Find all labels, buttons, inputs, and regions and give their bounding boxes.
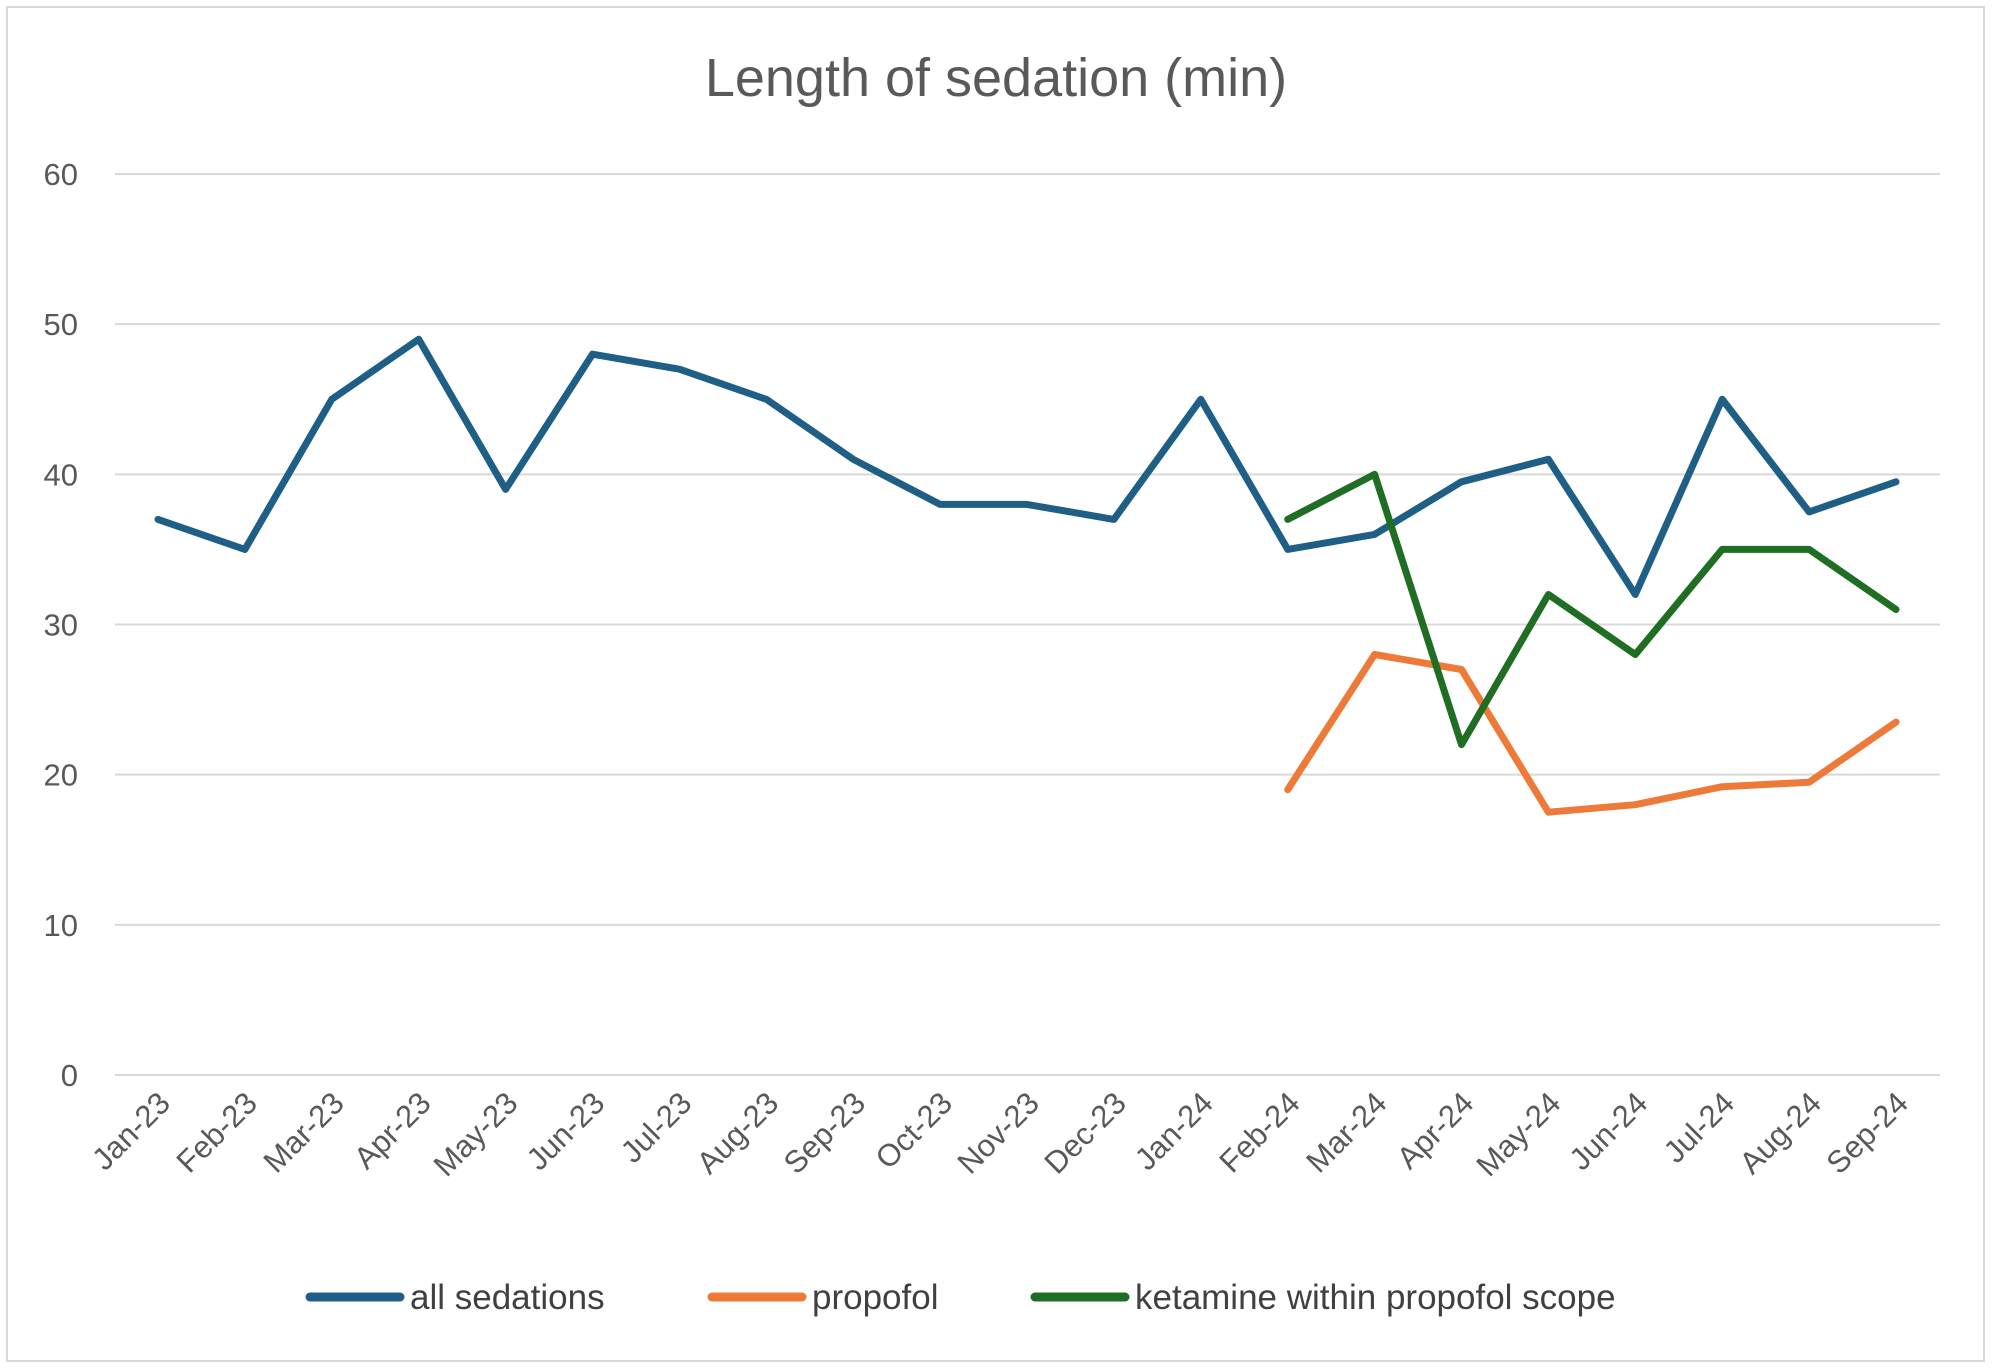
x-tick-label: Jul-24: [1657, 1085, 1741, 1169]
x-tick-label: Sep-23: [777, 1085, 872, 1180]
y-tick-label: 10: [44, 908, 78, 943]
x-tick-label: May-24: [1470, 1085, 1568, 1183]
x-tick-label: Oct-23: [869, 1085, 960, 1176]
x-tick-label: Apr-24: [1390, 1085, 1481, 1176]
x-tick-label: Jun-24: [1562, 1085, 1654, 1177]
x-tick-label: Apr-23: [347, 1085, 438, 1176]
legend-label-1: propofol: [812, 1278, 938, 1317]
y-tick-label: 50: [44, 307, 78, 342]
gridlines: [115, 173, 1940, 1076]
series-line-1: [1284, 651, 1900, 816]
legend-label-2: ketamine within propofol scope: [1135, 1278, 1616, 1317]
chart-frame: [6, 6, 1985, 1362]
x-tick-label: Jan-24: [1128, 1085, 1220, 1177]
y-tick-label: 60: [44, 157, 78, 192]
x-tick-label: Aug-23: [690, 1085, 785, 1180]
x-tick-label: Feb-23: [170, 1085, 264, 1179]
x-tick-label: Jul-23: [614, 1085, 698, 1169]
x-tick-label: May-23: [427, 1085, 525, 1183]
y-tick-label: 30: [44, 608, 78, 643]
y-tick-label: 40: [44, 457, 78, 492]
y-tick-label: 0: [61, 1058, 78, 1093]
series-line-2: [1284, 470, 1900, 749]
y-axis-tick-labels: 0 10 20 30 40 50 60: [44, 157, 78, 1093]
y-tick-label: 20: [44, 758, 78, 793]
x-tick-label: Nov-23: [951, 1085, 1046, 1180]
legend: all sedations propofol ketamine within pro…: [305, 1278, 1616, 1317]
series-lines: [154, 335, 1900, 816]
x-tick-label: Dec-23: [1037, 1085, 1132, 1180]
x-tick-label: Jan-23: [85, 1085, 177, 1177]
x-tick-label: Mar-24: [1299, 1085, 1393, 1179]
x-tick-label: Mar-23: [257, 1085, 351, 1179]
x-tick-label: Jun-23: [520, 1085, 612, 1177]
x-tick-label: Aug-24: [1733, 1085, 1828, 1180]
series-line-0: [154, 335, 1900, 598]
legend-label-0: all sedations: [410, 1278, 605, 1317]
x-tick-label: Sep-24: [1820, 1085, 1915, 1180]
chart-title: Length of sedation (min): [705, 48, 1287, 108]
x-tick-label: Feb-24: [1212, 1085, 1306, 1179]
